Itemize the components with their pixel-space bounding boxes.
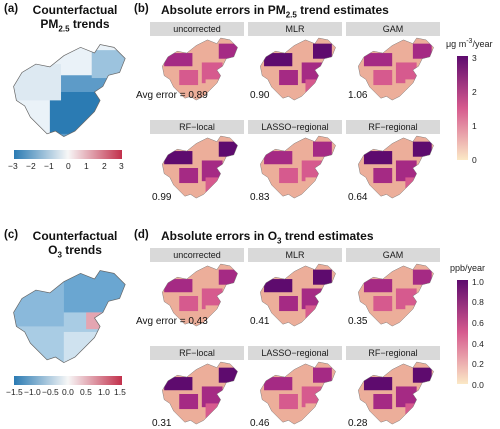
o3-avg-error-1: 0.41 (250, 316, 270, 327)
pm25-error-map-0 (161, 37, 239, 101)
pm25-cb-tick-3: 0 (66, 161, 71, 171)
o3-error-map-0 (161, 263, 239, 327)
pm25-avg-error-1: 0.90 (250, 90, 270, 101)
o3-seq-tick-1: 0.8 (472, 297, 484, 307)
o3-seq-tick-2: 0.6 (472, 318, 484, 328)
pm25-error-unit: μg m-3/year (446, 38, 493, 49)
pm25-error-map-2 (357, 37, 435, 101)
o3-cb-tick-5: 1.0 (98, 387, 110, 397)
o3-avg-error-4: 0.46 (250, 418, 270, 429)
o3-error-map-1 (259, 263, 337, 327)
o3-method-strip-5: RF−regional (346, 346, 440, 360)
pm25-method-strip-1: MLR (248, 22, 342, 36)
panel-label-b: (b) (134, 3, 149, 15)
pm25-error-map-1 (259, 37, 337, 101)
panel-b-title: Absolute errors in PM2.5 trend estimates (161, 3, 389, 20)
panel-label-a: (a) (4, 3, 19, 15)
pm25-error-map-5 (357, 135, 435, 199)
pm25-error-colorbar (457, 56, 468, 160)
o3-cb-tick-4: 0.5 (80, 387, 92, 397)
pm25-counterfactual-map (12, 43, 126, 138)
panel-label-d: (d) (134, 229, 149, 241)
pm25-avg-error-3: 0.99 (152, 192, 172, 203)
o3-method-strip-0: uncorrected (150, 248, 244, 262)
o3-method-strip-1: MLR (248, 248, 342, 262)
pm25-counterfactual-colorbar (14, 150, 122, 159)
o3-counterfactual-colorbar (14, 376, 122, 385)
panel-a-title-line1: Counterfactual (32, 3, 118, 17)
o3-counterfactual-map (12, 269, 126, 364)
panel-c-title-line1: Counterfactual (32, 229, 118, 243)
o3-error-map-5 (357, 361, 435, 425)
pm25-avg-error-5: 0.64 (348, 192, 368, 203)
pm25-avg-error-0: Avg error = 0.89 (136, 90, 208, 101)
panel-c-title-line2: O3 trends (48, 243, 102, 260)
o3-method-strip-2: GAM (346, 248, 440, 262)
o3-error-map-3 (161, 361, 239, 425)
o3-error-unit: ppb/year (450, 263, 486, 273)
o3-error-map-2 (357, 263, 435, 327)
o3-seq-tick-3: 0.4 (472, 339, 484, 349)
pm25-method-strip-5: RF−regional (346, 120, 440, 134)
pm25-cb-tick-6: 3 (119, 161, 124, 171)
o3-avg-error-5: 0.28 (348, 418, 368, 429)
pm25-seq-tick-3: 0 (472, 155, 477, 165)
o3-cb-tick-1: −1.0 (24, 387, 41, 397)
pm25-avg-error-2: 1.06 (348, 90, 368, 101)
o3-seq-tick-5: 0.0 (472, 380, 484, 390)
o3-cb-tick-2: −0.5 (42, 387, 59, 397)
pm25-avg-error-4: 0.83 (250, 192, 270, 203)
o3-method-strip-3: RF−local (150, 346, 244, 360)
pm25-method-strip-3: RF−local (150, 120, 244, 134)
o3-cb-tick-0: −1.5 (6, 387, 23, 397)
pm25-cb-tick-5: 2 (102, 161, 107, 171)
pm25-cb-tick-4: 1 (84, 161, 89, 171)
pm25-error-map-3 (161, 135, 239, 199)
o3-error-map-4 (259, 361, 337, 425)
o3-avg-error-3: 0.31 (152, 418, 172, 429)
panel-a-title-line2: PM2.5 trends (40, 17, 110, 34)
o3-cb-tick-3: 0.0 (62, 387, 74, 397)
o3-cb-tick-6: 1.5 (114, 387, 126, 397)
o3-error-colorbar (457, 280, 468, 384)
pm25-method-strip-4: LASSO−regional (248, 120, 342, 134)
o3-avg-error-0: Avg error = 0.43 (136, 316, 208, 327)
pm25-cb-tick-0: −3 (8, 161, 18, 171)
pm25-cb-tick-2: −1 (44, 161, 54, 171)
o3-seq-tick-4: 0.2 (472, 359, 484, 369)
pm25-error-map-4 (259, 135, 337, 199)
o3-avg-error-2: 0.35 (348, 316, 368, 327)
panel-label-c: (c) (4, 229, 19, 241)
pm25-seq-tick-1: 2 (472, 87, 477, 97)
pm25-method-strip-2: GAM (346, 22, 440, 36)
panel-c-title: Counterfactual O3 trends (30, 229, 120, 259)
panel-a-title: Counterfactual PM2.5 trends (30, 3, 120, 33)
panel-d-title: Absolute errors in O3 trend estimates (161, 229, 374, 246)
pm25-seq-tick-0: 3 (472, 53, 477, 63)
pm25-cb-tick-1: −2 (26, 161, 36, 171)
o3-seq-tick-0: 1.0 (472, 277, 484, 287)
o3-method-strip-4: LASSO−regional (248, 346, 342, 360)
pm25-method-strip-0: uncorrected (150, 22, 244, 36)
pm25-seq-tick-2: 1 (472, 121, 477, 131)
